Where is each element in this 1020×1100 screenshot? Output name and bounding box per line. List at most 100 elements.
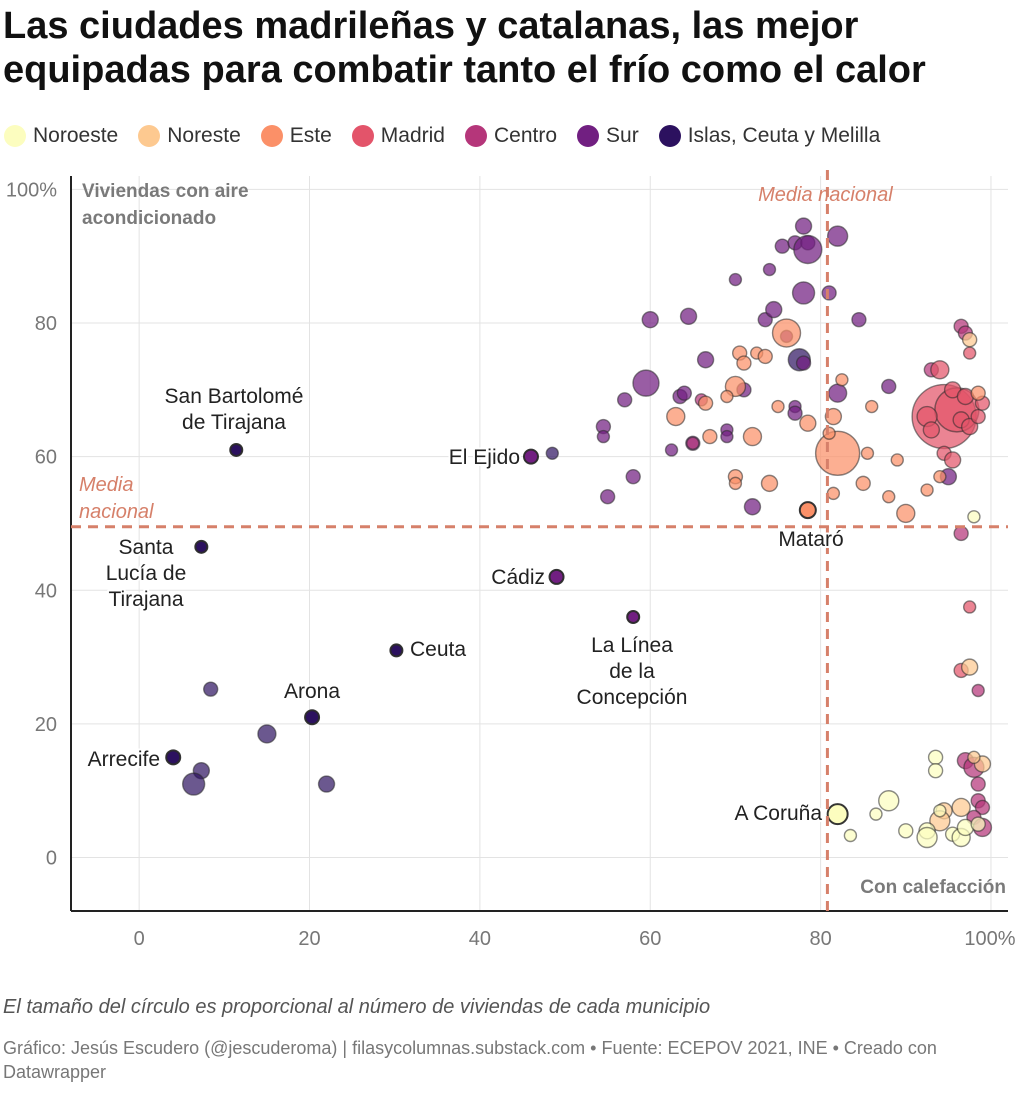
- data-point: [257, 724, 277, 744]
- data-point: [736, 355, 752, 371]
- data-point: [933, 469, 947, 484]
- data-point: [720, 429, 734, 444]
- data-point: [743, 498, 762, 516]
- data-point: [686, 436, 700, 450]
- point-label: Arrecife: [88, 748, 160, 771]
- chart-title: Las ciudades madrileñas y catalanas, las…: [3, 5, 926, 91]
- data-point: [827, 383, 848, 403]
- point-label: Ceuta: [410, 638, 466, 661]
- data-point: [881, 378, 897, 395]
- data-point: [822, 426, 836, 440]
- data-point: [545, 446, 559, 460]
- data-point: [927, 749, 944, 766]
- point-label: Mataró: [778, 528, 843, 551]
- data-point: [878, 790, 900, 812]
- data-point: [970, 385, 986, 401]
- labeled-point: [194, 539, 209, 554]
- data-point: [855, 475, 871, 492]
- data-point: [920, 483, 934, 497]
- x-tick-label: 0: [134, 928, 145, 950]
- legend-item: Madrid: [351, 124, 445, 148]
- data-point: [793, 234, 823, 265]
- point-label: A Coruña: [734, 802, 822, 825]
- x-tick-label: 80: [809, 928, 831, 950]
- data-point: [898, 823, 914, 839]
- data-point: [596, 429, 611, 444]
- data-point: [625, 468, 641, 485]
- data-point: [771, 399, 785, 414]
- data-point: [666, 406, 686, 427]
- legend-swatch: [658, 125, 681, 147]
- point-label: Arona: [284, 680, 340, 703]
- reference-label-y: Media nacional: [79, 474, 154, 523]
- data-point: [869, 807, 883, 821]
- data-point: [799, 414, 817, 432]
- data-point: [791, 281, 816, 305]
- data-point: [771, 318, 802, 348]
- y-tick-label: 0: [46, 848, 57, 870]
- data-point: [962, 346, 977, 360]
- legend-item: Centro: [464, 124, 558, 148]
- data-point: [826, 225, 849, 247]
- size-note: El tamaño del círculo es proporcional al…: [3, 996, 711, 1018]
- legend-swatch: [260, 125, 283, 147]
- data-point: [916, 826, 938, 849]
- labeled-point: [229, 442, 244, 457]
- point-label: El Ejido: [449, 446, 520, 469]
- data-point: [962, 600, 977, 614]
- legend-label: Sur: [606, 124, 639, 147]
- labeled-point: [522, 448, 539, 465]
- data-point: [927, 762, 944, 779]
- y-tick-label: 100%: [6, 179, 57, 201]
- data-point: [961, 332, 978, 348]
- legend-label: Madrid: [380, 124, 445, 147]
- data-point: [181, 772, 206, 796]
- data-point: [762, 262, 777, 277]
- data-point: [960, 658, 979, 676]
- data-point: [843, 828, 858, 843]
- data-point: [974, 799, 991, 816]
- data-point: [943, 451, 962, 469]
- legend-label: Este: [289, 124, 332, 147]
- source-credit: Gráfico: Jesús Escudero (@jescuderoma) |…: [3, 1038, 937, 1082]
- legend-label: Islas, Ceuta y Melilla: [687, 124, 881, 147]
- data-point: [970, 816, 986, 832]
- data-point: [616, 392, 633, 408]
- legend-item: Sur: [577, 124, 639, 148]
- reference-label-x: Media nacional: [758, 184, 893, 206]
- data-point: [742, 426, 763, 447]
- data-point: [890, 453, 904, 467]
- x-tick-label: 20: [298, 928, 320, 950]
- x-tick-label: 100%: [964, 928, 1015, 950]
- data-point: [821, 285, 837, 301]
- data-point: [826, 486, 841, 501]
- data-point: [599, 489, 616, 505]
- data-point: [967, 750, 981, 765]
- point-label: Santa Lucía de Tirajana: [106, 536, 187, 611]
- legend: Noroeste Noreste Este Madrid Centro Sur Islas,…: [4, 120, 900, 152]
- data-point: [814, 430, 861, 476]
- legend-label: Noreste: [167, 124, 241, 147]
- data-point: [202, 681, 219, 697]
- scatter-chart: 0 20 40 60 80 100% 0 20 40 60 80 100% Viviendas con …: [6, 170, 1016, 950]
- data-point: [760, 474, 779, 493]
- legend-swatch: [351, 125, 374, 147]
- x-tick-label: 60: [639, 928, 661, 950]
- data-point: [702, 428, 718, 445]
- x-tick-label: 40: [469, 928, 491, 950]
- data-point: [835, 373, 849, 387]
- legend-item: Islas, Ceuta y Melilla: [658, 124, 881, 148]
- y-tick-label: 20: [35, 714, 57, 736]
- data-point: [679, 307, 698, 326]
- legend-item: Este: [260, 124, 332, 148]
- legend-label: Noroeste: [33, 124, 119, 147]
- x-axis-label: Con calefacción: [860, 877, 1006, 898]
- data-point: [697, 395, 714, 411]
- point-label: Cádiz: [491, 566, 545, 589]
- legend-label: Centro: [493, 124, 558, 147]
- data-point: [970, 776, 986, 792]
- point-label: San Bartolomé de Tirajana: [165, 385, 304, 434]
- y-tick-label: 60: [35, 447, 57, 469]
- labeled-point: [304, 709, 321, 726]
- data-point: [824, 407, 843, 426]
